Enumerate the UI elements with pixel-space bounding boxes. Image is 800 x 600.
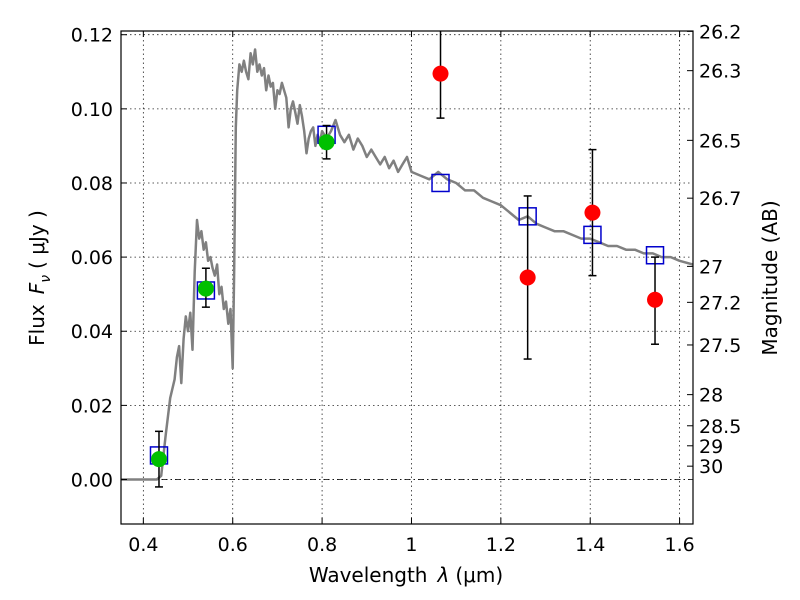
model-photometry-point	[431, 173, 450, 193]
magnitude-tick-label: 28.5	[699, 416, 741, 438]
magnitude-tick-label: 27.5	[699, 335, 741, 357]
x-tick-label: 0.8	[307, 534, 337, 556]
magnitude-tick-label: 29	[699, 436, 723, 458]
observed-flux-point	[647, 291, 664, 308]
magnitude-tick-label: 27	[699, 256, 723, 278]
x-tick-label: 0.6	[218, 534, 248, 556]
observed-flux-point	[519, 269, 536, 286]
magnitude-tick-label: 26.3	[699, 61, 741, 83]
observed-flux-point	[197, 280, 214, 297]
x-tick-label: 0.4	[128, 534, 158, 556]
axes: 0.4 0.6 0.8 1 1.2 1.4 1.6 0.00 0.02 0.04 0.06 0.08 0…	[71, 21, 742, 556]
magnitude-tick-label: 26.7	[699, 188, 741, 210]
x-axis-label: Wavelength λ (μm)	[309, 563, 503, 587]
model-sed-curve	[121, 48, 693, 481]
magnitude-tick-label: 26.2	[699, 21, 741, 43]
grid-lines	[121, 31, 693, 524]
x-tick-label: 1	[405, 534, 417, 556]
y2-axis-label: Magnitude (AB)	[758, 200, 782, 355]
observed-flux-point	[150, 451, 167, 468]
y-tick-label: 0.04	[71, 321, 113, 343]
y-tick-label: 0.12	[71, 25, 113, 47]
y-tick-label: 0.02	[71, 395, 113, 417]
data-series	[149, 31, 665, 488]
y-tick-label: 0.00	[71, 470, 113, 492]
y-axis-label: FluxFν( μJy )	[25, 210, 54, 346]
plot-area	[121, 31, 693, 488]
observed-flux-point	[432, 65, 449, 82]
x-tick-label: 1.6	[664, 534, 694, 556]
magnitude-tick-label: 30	[699, 456, 723, 478]
observed-flux-point	[318, 134, 335, 151]
magnitude-tick-label: 27.2	[699, 292, 741, 314]
magnitude-tick-label: 26.5	[699, 130, 741, 152]
x-tick-label: 1.4	[575, 534, 605, 556]
observed-flux-point	[584, 204, 601, 221]
y-tick-label: 0.06	[71, 247, 113, 269]
magnitude-tick-label: 28	[699, 385, 723, 407]
y-tick-label: 0.08	[71, 173, 113, 195]
y-tick-label: 0.10	[71, 99, 113, 121]
plot-frame	[120, 30, 694, 525]
x-tick-label: 1.2	[486, 534, 516, 556]
